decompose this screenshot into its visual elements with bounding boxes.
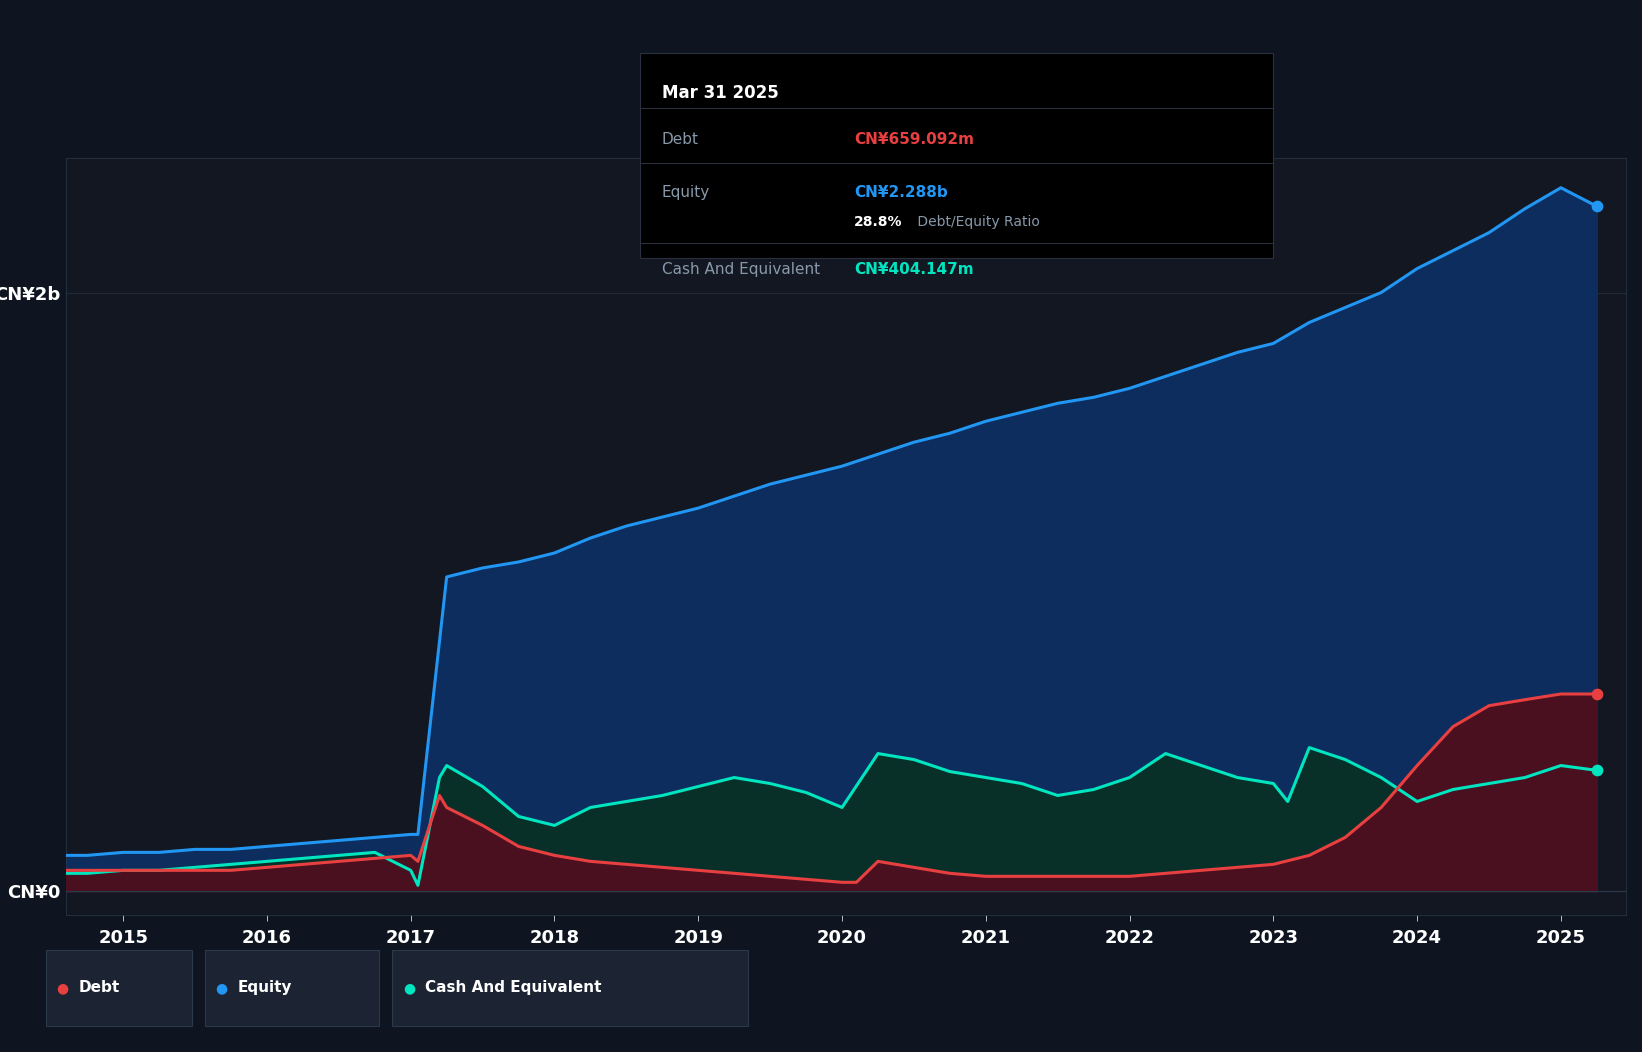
Text: Cash And Equivalent: Cash And Equivalent <box>662 262 819 277</box>
Point <box>1583 686 1609 703</box>
Text: Debt: Debt <box>662 133 699 147</box>
Point <box>1583 198 1609 215</box>
Text: CN¥2.288b: CN¥2.288b <box>854 185 947 200</box>
Text: Equity: Equity <box>662 185 709 200</box>
Text: CN¥404.147m: CN¥404.147m <box>854 262 974 277</box>
Text: CN¥659.092m: CN¥659.092m <box>854 133 974 147</box>
Text: Mar 31 2025: Mar 31 2025 <box>662 83 778 102</box>
Text: Debt: Debt <box>79 980 120 995</box>
Text: ●: ● <box>56 980 69 995</box>
Text: Equity: Equity <box>238 980 292 995</box>
Text: 28.8%: 28.8% <box>854 215 903 229</box>
Text: ●: ● <box>215 980 228 995</box>
Point <box>1583 762 1609 778</box>
Text: Debt/Equity Ratio: Debt/Equity Ratio <box>913 215 1039 229</box>
Text: Cash And Equivalent: Cash And Equivalent <box>425 980 601 995</box>
Text: ●: ● <box>402 980 415 995</box>
